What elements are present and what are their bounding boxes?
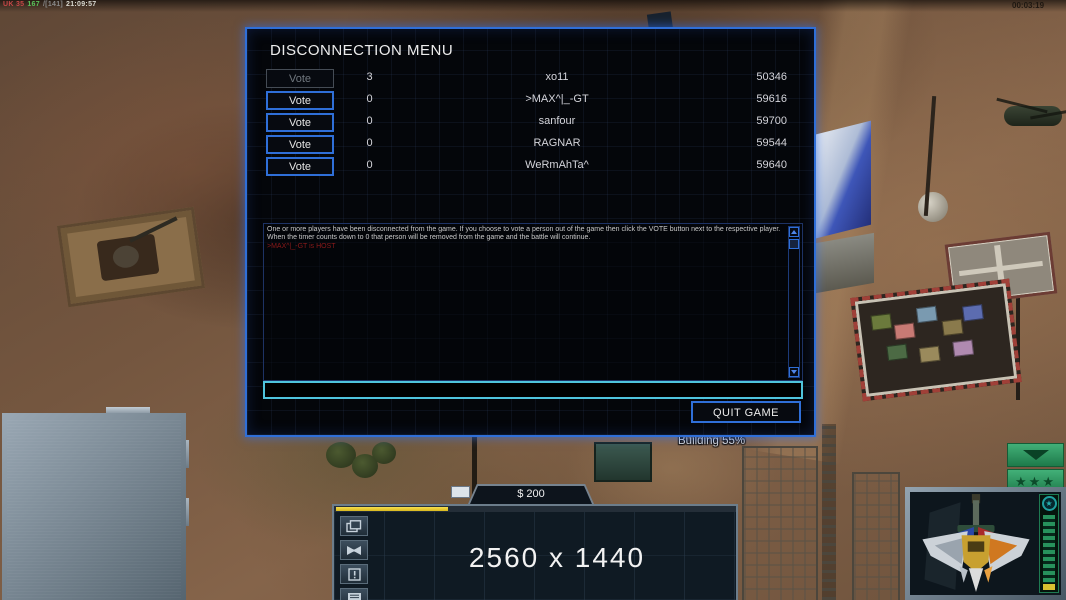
crate — [915, 305, 938, 324]
experience-gauge: ★ — [1039, 494, 1059, 593]
crate — [941, 318, 964, 337]
player-row: Vote 3 xo11 50346 — [247, 69, 814, 91]
vehicle — [451, 486, 470, 498]
usa-general-emblem-icon — [922, 494, 1030, 592]
resolution-overlay: 2560 x 1440 — [468, 542, 646, 573]
crate — [870, 313, 893, 331]
player-name: >MAX^|_-GT — [525, 93, 589, 105]
cargo-container — [594, 442, 652, 482]
player-score: 59640 — [756, 159, 787, 171]
scroll-up-button[interactable] — [789, 227, 799, 237]
crate — [918, 345, 941, 364]
building-progress-label: Building 55% — [678, 435, 746, 447]
disconnect-message-box: One or more players have been disconnect… — [263, 223, 803, 381]
unit-portrait[interactable]: ★ — [910, 492, 1061, 595]
quit-game-button[interactable]: QUIT GAME — [691, 401, 801, 423]
unit-portrait-frame: ★ — [905, 487, 1066, 600]
chat-bubble-icon — [347, 592, 361, 600]
radar-minimap[interactable] — [7, 418, 181, 598]
player-name: RAGNAR — [533, 137, 581, 149]
netstats-overlay: UK 35 167/[141] 21:09:57 — [3, 1, 99, 8]
player-row: Vote 0 RAGNAR 59544 — [247, 135, 814, 157]
player-score: 59700 — [756, 115, 787, 127]
command-bar-side-buttons — [340, 516, 370, 600]
vote-button[interactable]: Vote — [266, 113, 334, 132]
message-scrollbar[interactable] — [788, 226, 800, 378]
radar-minimap-frame — [2, 413, 186, 600]
vote-count: 0 — [366, 137, 373, 149]
vote-count: 0 — [366, 93, 373, 105]
vote-button[interactable]: Vote — [266, 157, 334, 176]
chat-input-box[interactable] — [263, 381, 805, 402]
crate — [962, 304, 984, 322]
host-status-line: >MAX^|_-GT is HOST — [267, 243, 336, 250]
player-score: 50346 — [756, 71, 787, 83]
disconnect-message-text: One or more players have been disconnect… — [267, 226, 781, 241]
vote-count: 3 — [366, 71, 373, 83]
dialog-title: DISCONNECTION MENU — [270, 42, 454, 59]
veterancy-star-icon: ★ — [1041, 496, 1057, 511]
disconnection-menu-dialog: DISCONNECTION MENU Vote 3 xo11 50346 Vot… — [245, 27, 816, 437]
player-name: WeRmAhTa^ — [525, 159, 589, 171]
chevron-down-icon — [1022, 450, 1049, 460]
vote-button[interactable]: Vote — [266, 135, 334, 154]
vote-button[interactable]: Vote — [266, 69, 334, 88]
gray-structure — [816, 232, 874, 294]
cascade-windows-icon — [346, 519, 362, 532]
radio-tower-2 — [1016, 296, 1020, 400]
construction-scaffold-2 — [852, 472, 900, 600]
power-bar-fill — [336, 507, 448, 511]
alerts-button[interactable] — [340, 564, 368, 584]
screen-edge-shade — [0, 0, 1066, 12]
player-row: Vote 0 sanfour 59700 — [247, 113, 814, 135]
vote-count: 0 — [366, 115, 373, 127]
money-display: $ 200 — [468, 484, 594, 504]
gauge-yellow-segment — [1043, 584, 1055, 590]
netstats-fps: 167 — [27, 1, 40, 8]
scroll-down-icon — [791, 370, 797, 374]
netstats-clock: 21:09:57 — [66, 1, 97, 8]
disconnect-countdown-timer: 00:03:19 — [1012, 1, 1045, 10]
supply-dock-pad — [850, 278, 1022, 402]
player-score: 59544 — [756, 137, 787, 149]
player-name: xo11 — [545, 71, 569, 83]
scrollbar-thumb[interactable] — [789, 239, 799, 249]
blue-roof-building — [812, 120, 871, 240]
water-tank — [918, 192, 948, 222]
power-bar-track — [334, 506, 736, 512]
player-row: Vote 0 >MAX^|_-GT 59616 — [247, 91, 814, 113]
chat-input[interactable] — [265, 385, 805, 402]
vote-count: 0 — [366, 159, 373, 171]
player-score: 59616 — [756, 93, 787, 105]
player-row: Vote 0 WeRmAhTa^ 59640 — [247, 157, 814, 179]
construction-scaffold — [742, 446, 818, 600]
crate — [952, 339, 975, 357]
options-button[interactable] — [340, 540, 368, 560]
tree — [372, 442, 396, 464]
minimap-tab — [106, 407, 150, 415]
vote-button[interactable]: Vote — [266, 91, 334, 110]
rank-stars-icon: ★★★ — [1015, 474, 1056, 489]
command-bar: 2560 x 1440 — [332, 504, 738, 600]
wrench-icon — [347, 545, 361, 555]
tree — [326, 442, 356, 468]
scroll-up-icon — [791, 230, 797, 234]
netstats-bracket: /[141] — [42, 1, 64, 8]
scroll-down-button[interactable] — [789, 367, 799, 377]
collapse-panel-button[interactable] — [1007, 443, 1064, 467]
exclamation-icon — [347, 567, 361, 581]
gauge-segments — [1043, 515, 1055, 583]
netstats-team: UK 35 — [3, 1, 25, 8]
crate — [886, 343, 909, 361]
chat-button[interactable] — [340, 588, 368, 600]
money-value: $ 200 — [470, 486, 592, 504]
select-units-button[interactable] — [340, 516, 368, 536]
crate — [893, 322, 916, 340]
crane-tower — [822, 424, 836, 600]
player-name: sanfour — [538, 115, 576, 127]
